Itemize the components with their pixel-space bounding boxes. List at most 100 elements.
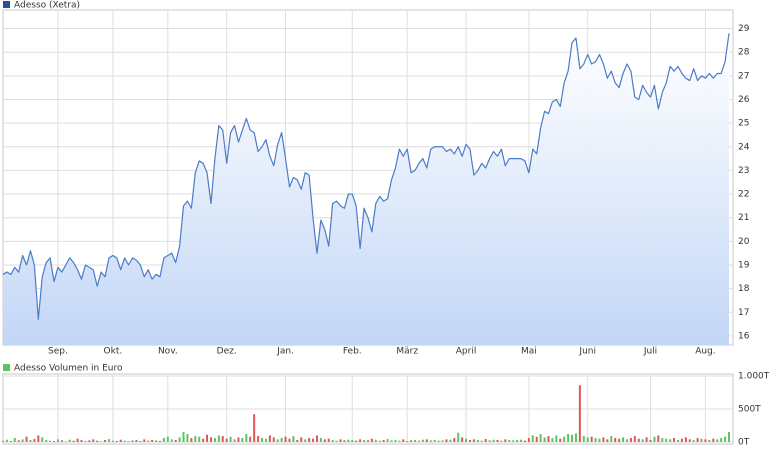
price-line [2,33,730,320]
x-tick-label: Mai [521,347,537,357]
volume-bar [174,440,177,442]
volume-bar [704,439,707,442]
volume-bar [425,439,428,442]
volume-bar [684,437,687,442]
volume-bar [147,440,150,442]
volume-bar [606,439,609,442]
volume-bar [484,439,487,442]
volume-bar [465,438,468,442]
volume-bar [590,436,593,442]
x-tick-label: März [396,347,418,357]
volume-bar [516,440,519,442]
volume-bar [84,441,87,442]
volume-bar [308,438,311,442]
volume-bar [629,438,632,442]
volume-bar [151,440,154,442]
volume-bar [111,440,114,442]
volume-bar [131,440,134,442]
volume-bar [382,440,385,442]
legend-swatch [3,1,10,8]
y-tick-label: 20 [738,237,750,247]
volume-bar [720,438,723,442]
volume-bar [449,439,452,442]
y-tick-label: 0T [738,438,750,448]
volume-bar [323,439,326,442]
volume-bar [123,440,126,442]
volume-bar [284,436,287,442]
area-fill [3,33,729,345]
volume-bar [429,440,432,442]
x-tick-label: Dez. [217,347,237,357]
volume-bar [661,438,664,442]
volume-bar [472,439,475,442]
volume-bar [363,440,366,442]
x-tick-label: Feb. [343,347,362,357]
volume-bar [398,440,401,442]
x-tick-label: Aug. [695,347,715,357]
volume-bar [406,441,409,442]
volume-bar [610,436,613,442]
volume-bar [202,438,205,442]
volume-bar [292,436,295,442]
volume-bar [453,438,456,442]
volume-bar [49,440,52,442]
volume-bar [708,440,711,442]
x-tick-label: Juni [578,347,596,357]
volume-bar [335,440,338,442]
volume-bar [319,438,322,442]
volume-bar [221,436,224,442]
volume-bar [162,438,165,442]
volume-bar [143,439,146,442]
volume-bar [9,441,12,442]
volume-bar [100,441,103,442]
volume-bar [567,434,570,442]
legend-label: Adesso Volumen in Euro [14,364,123,374]
volume-bar [296,440,299,442]
volume-bar [359,439,362,442]
volume-bar [13,438,16,442]
volume-bar [665,438,668,442]
volume-bar [457,432,460,442]
volume-bar [680,438,683,442]
volume-bar [366,440,369,442]
volume-bar [445,439,448,442]
x-tick-label: Juli [643,347,657,357]
volume-bar [315,435,318,442]
volume-bar [696,438,699,442]
volume-bar [186,434,189,442]
volume-bar [669,439,672,442]
volume-bar [437,440,440,442]
volume-bar [261,438,264,442]
y-tick-label: 29 [738,24,750,34]
volume-bar [531,435,534,442]
volume-bar [213,438,216,442]
y-tick-label: 1.000T [738,372,770,382]
legend-label: Adesso (Xetra) [14,1,80,11]
y-tick-label: 25 [738,119,749,129]
volume-bar [92,439,95,442]
volume-bar [641,439,644,442]
y-tick-label: 21 [738,213,749,223]
volume-bar [374,439,377,442]
volume-bar [637,438,640,442]
x-tick-label: Sep. [48,347,68,357]
volume-bar [56,439,59,442]
volume-bar [728,432,730,442]
volume-bar [716,439,719,442]
volume-bar [198,436,201,442]
volume-bar [586,437,589,442]
volume-bar [676,440,679,442]
volume-bar [645,437,648,442]
y-tick-label: 500T [738,405,761,415]
volume-bar [29,440,32,442]
volume-bar [76,438,79,442]
volume-bar [347,439,350,442]
x-tick-label: Okt. [104,347,123,357]
volume-bar [45,440,48,442]
volume-bar [327,438,330,442]
volume-bar [433,440,436,442]
legend-swatch [3,364,10,371]
y-tick-label: 16 [738,331,750,341]
volume-bar [249,436,252,442]
volume-bar [33,439,36,442]
